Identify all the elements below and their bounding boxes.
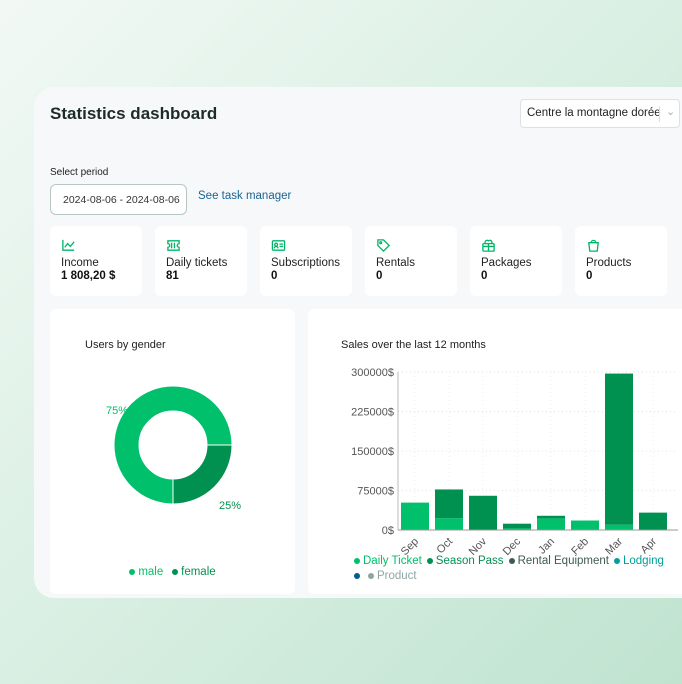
gender-legend: male female bbox=[50, 562, 295, 580]
sales-bar-chart: 0$75000$150000$225000$300000$Sep Oct Nov De… bbox=[351, 367, 678, 558]
stat-card-income[interactable]: Income 1 808,20 $ bbox=[50, 226, 142, 296]
legend-label: Season Pass bbox=[435, 555, 504, 567]
bar-oct-daily-ticket[interactable] bbox=[435, 518, 463, 530]
gender-chart-title: Users by gender bbox=[85, 339, 166, 351]
stat-card-products[interactable]: Products 0 bbox=[575, 226, 667, 296]
legend-female[interactable]: female bbox=[172, 566, 216, 578]
bar-dec-season-pass[interactable] bbox=[503, 523, 531, 529]
y-tick-label: 150000$ bbox=[351, 446, 394, 458]
stat-label: Packages bbox=[481, 257, 532, 269]
chart-line-icon bbox=[62, 239, 75, 251]
page-title: Statistics dashboard bbox=[50, 104, 218, 123]
y-tick-label: 300000$ bbox=[351, 367, 394, 379]
period-label: Select period bbox=[50, 167, 109, 178]
bar-sep-daily-ticket[interactable] bbox=[401, 502, 429, 530]
see-task-manager-link[interactable]: See task manager bbox=[198, 190, 292, 202]
bar-jan-season-pass[interactable] bbox=[537, 515, 565, 519]
legend-dot bbox=[613, 557, 620, 564]
legend-dot bbox=[508, 557, 515, 564]
y-tick-label: 75000$ bbox=[357, 486, 394, 498]
legend-dot bbox=[354, 557, 360, 564]
stat-card-subscriptions[interactable]: Subscriptions 0 bbox=[260, 226, 352, 296]
male-percent-label: 75% bbox=[106, 405, 128, 417]
sales-panel: Sales over the last 12 months 0$ 75000$ 15… bbox=[308, 309, 682, 594]
legend-dot bbox=[172, 568, 179, 575]
legend-item[interactable]: Product bbox=[368, 569, 417, 583]
legend-item[interactable]: Season Pass bbox=[426, 554, 504, 568]
id-card-icon bbox=[271, 240, 286, 251]
bar-oct-season-pass[interactable] bbox=[435, 489, 463, 519]
location-select[interactable]: Centre la montagne dorée ⌄ bbox=[520, 99, 680, 128]
female-percent-label: 25% bbox=[219, 500, 241, 512]
gift-icon bbox=[482, 239, 495, 252]
stat-label: Daily tickets bbox=[166, 257, 228, 269]
donut-slice-female[interactable] bbox=[172, 444, 233, 505]
stat-value: 0 bbox=[481, 270, 488, 282]
gender-donut-chart: 75% 25% bbox=[106, 385, 241, 512]
donut-slice-male[interactable] bbox=[113, 385, 233, 505]
legend-item[interactable]: Lodging bbox=[613, 554, 664, 568]
ticket-icon bbox=[167, 240, 180, 251]
stat-card-rentals[interactable]: Rentals 0 bbox=[365, 226, 457, 296]
legend-label: female bbox=[181, 566, 216, 578]
legend-label: Lodging bbox=[622, 555, 664, 567]
stat-value: 0 bbox=[271, 270, 278, 282]
tag-icon bbox=[377, 239, 391, 253]
users-by-gender-panel: Users by gender 75% 25% male female bbox=[50, 309, 295, 594]
legend-label: Daily Ticket bbox=[363, 555, 422, 567]
bar-mar-season-pass[interactable] bbox=[605, 373, 633, 525]
bar-apr-season-pass[interactable] bbox=[639, 512, 667, 530]
legend-item[interactable]: Daily Ticket bbox=[354, 554, 422, 568]
legend-item[interactable] bbox=[354, 569, 363, 583]
dashboard-window: Statistics dashboard Centre la montagne … bbox=[34, 87, 682, 598]
legend-dot bbox=[354, 572, 360, 579]
y-tick-label: 225000$ bbox=[351, 407, 394, 419]
stat-label: Income bbox=[61, 257, 99, 269]
bar-feb-daily-ticket[interactable] bbox=[571, 520, 599, 530]
stat-label: Subscriptions bbox=[271, 257, 341, 269]
legend-label: Rental Equipment bbox=[517, 555, 609, 567]
stat-card-packages[interactable]: Packages 0 bbox=[470, 226, 562, 296]
stat-value: 1 808,20 $ bbox=[61, 270, 116, 282]
stat-value: 0 bbox=[586, 270, 593, 282]
stat-card-daily-tickets[interactable]: Daily tickets 81 bbox=[155, 226, 247, 296]
stat-value: 0 bbox=[376, 270, 383, 282]
legend-dot bbox=[368, 572, 374, 579]
legend-dot bbox=[426, 557, 433, 564]
legend-dot bbox=[129, 568, 136, 575]
legend-label: Product bbox=[377, 570, 417, 582]
legend-label: male bbox=[138, 566, 164, 578]
stat-label: Rentals bbox=[376, 257, 415, 269]
shopping-bag-icon bbox=[588, 239, 599, 252]
chevron-down-icon: ⌄ bbox=[666, 106, 676, 118]
sales-chart-title: Sales over the last 12 months bbox=[341, 339, 486, 351]
legend-male[interactable]: male bbox=[129, 566, 163, 578]
period-input[interactable]: 2024-08-06 - 2024-08-06 bbox=[50, 184, 187, 215]
stat-label: Products bbox=[586, 257, 632, 269]
sales-legend: Daily Ticket Season Pass Rental Equipment L… bbox=[354, 553, 674, 583]
location-select-value: Centre la montagne dorée bbox=[527, 107, 661, 119]
y-tick-label: 0$ bbox=[382, 525, 394, 537]
stat-value: 81 bbox=[166, 270, 179, 282]
select-divider bbox=[659, 106, 660, 122]
legend-item[interactable]: Rental Equipment bbox=[508, 554, 609, 568]
bar-nov-season-pass[interactable] bbox=[469, 495, 497, 530]
bar-jan-daily-ticket[interactable] bbox=[537, 518, 565, 530]
bar-mar-daily-ticket[interactable] bbox=[605, 524, 633, 530]
bar-dec-daily-ticket[interactable] bbox=[503, 528, 531, 530]
